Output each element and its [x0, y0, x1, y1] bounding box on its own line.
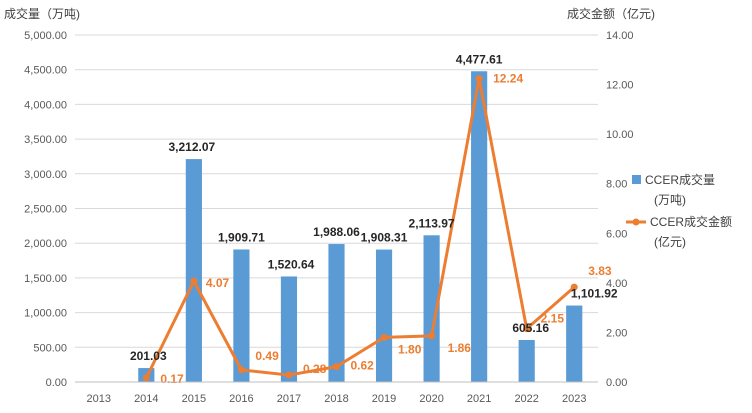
line-marker [475, 75, 483, 83]
line-data-label: 1.80 [398, 342, 422, 356]
bar [518, 340, 535, 382]
bar-data-label: 2,113.97 [409, 216, 455, 230]
y2-tick-label: 0.00 [606, 377, 627, 389]
bar-data-label: 1,908.31 [361, 231, 408, 245]
y-tick-label: 1,000.00 [24, 308, 67, 320]
y2-tick-label: 8.00 [606, 179, 627, 191]
bar-data-label: 4,477.61 [456, 52, 503, 66]
bar [233, 249, 250, 382]
y2-tick-label: 6.00 [606, 228, 627, 240]
x-tick-label: 2015 [182, 393, 206, 405]
line-data-label: 0.62 [351, 359, 375, 373]
x-tick-label: 2021 [467, 393, 491, 405]
bar-data-label: 1,988.06 [313, 225, 360, 239]
y2-tick-label: 4.00 [606, 278, 627, 290]
data-labels: 201.033,212.071,909.711,520.641,988.06 1,… [130, 52, 618, 386]
y-tick-label: 4,000.00 [24, 99, 67, 111]
x-tick-label: 2018 [324, 393, 348, 405]
bar [280, 276, 298, 382]
line-marker [333, 363, 340, 371]
y-tick-label: 3,500.00 [24, 134, 67, 146]
bar [328, 244, 345, 382]
bar-data-label: 605.16 [512, 321, 549, 335]
x-tick-label: 2017 [277, 393, 301, 405]
y2-tick-label: 12.00 [606, 80, 634, 92]
line-data-label: 1.86 [448, 341, 472, 355]
legend-bar-label: CCER成交量 [645, 172, 715, 187]
y2-tick-label: 10.00 [606, 129, 634, 141]
y2-tick-label: 2.00 [606, 327, 627, 339]
axes: 0.00 500.00 1,000.00 1,500.00 2,000.00 2,500.… [24, 30, 633, 405]
bar-data-label: 1,520.64 [268, 257, 315, 271]
y-tick-label: 2,500.00 [24, 204, 67, 216]
legend-line-unit: (亿元) [654, 234, 686, 249]
legend-bar-swatch [632, 175, 641, 184]
x-tick-label: 2023 [562, 393, 586, 405]
legend-line-marker [632, 218, 640, 226]
line-data-label: 4.07 [206, 276, 230, 290]
x-tick-label: 2016 [229, 393, 253, 405]
line-marker [237, 366, 245, 374]
line-marker [380, 333, 388, 341]
x-tick-label: 2022 [514, 393, 538, 405]
x-tick-label: 2020 [419, 393, 443, 405]
y2-tick-label: 14.00 [606, 30, 634, 42]
gridlines [75, 34, 598, 348]
line-series [142, 75, 578, 382]
bar-series [138, 71, 583, 382]
bar-data-label: 201.03 [130, 349, 167, 363]
bar-data-label: 1,101.92 [571, 287, 618, 301]
bar-data-label: 3,212.07 [169, 140, 216, 154]
bar [375, 249, 393, 382]
line-data-label: 0.28 [303, 362, 327, 376]
line-marker [190, 277, 198, 285]
line-marker [142, 374, 150, 382]
y-tick-label: 5,000.00 [24, 30, 67, 42]
x-tick-label: 2013 [87, 393, 111, 405]
x-tick-label: 2019 [372, 393, 396, 405]
line-data-label: 2.15 [541, 312, 565, 326]
line-marker [570, 283, 578, 291]
y-tick-label: 500.00 [33, 342, 67, 354]
legend-line-label: CCER成交金额 [650, 214, 732, 229]
y-tick-label: 4,500.00 [24, 65, 67, 77]
y-tick-label: 1,500.00 [24, 273, 67, 285]
y-tick-label: 3,000.00 [24, 169, 67, 181]
y-axis-title: 成交量（万吨) [4, 6, 80, 21]
bar [185, 159, 202, 382]
y-tick-label: 2,000.00 [24, 238, 67, 250]
bar [423, 235, 440, 382]
legend-bar-unit: (万吨) [654, 193, 686, 207]
line-data-label: 12.24 [493, 72, 523, 86]
line-marker [428, 332, 436, 340]
x-tick-label: 2014 [134, 393, 158, 405]
y2-axis-title: 成交金额（亿元) [567, 6, 655, 21]
line-path [144, 77, 576, 379]
line-marker [285, 371, 293, 379]
y-tick-label: 0.00 [46, 377, 67, 389]
line-marker [523, 325, 531, 333]
bar-data-label: 1,909.71 [218, 230, 265, 244]
legend: CCER成交量 (万吨) CCER成交金额 (亿元) [626, 172, 732, 249]
bar [566, 305, 583, 382]
line-data-label: 3.83 [588, 264, 612, 278]
bar [471, 71, 488, 382]
line-data-label: 0.49 [255, 349, 279, 363]
line-data-label: 0.17 [160, 372, 184, 386]
